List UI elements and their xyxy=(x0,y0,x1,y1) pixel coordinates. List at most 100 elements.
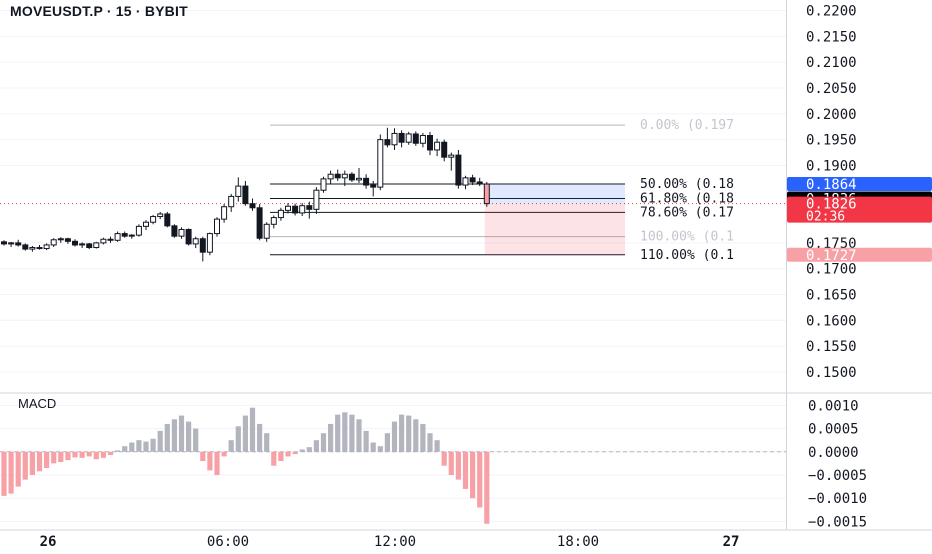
macd-bar xyxy=(399,414,405,452)
candle-body xyxy=(448,154,455,158)
macd-bar xyxy=(484,451,490,524)
macd-bar xyxy=(413,419,419,452)
macd-bar xyxy=(235,426,241,452)
candle-body xyxy=(334,173,341,179)
candle-body xyxy=(57,238,64,241)
macd-bar xyxy=(306,447,312,452)
candle-body xyxy=(299,205,306,214)
macd-bar xyxy=(22,451,28,480)
macd-bar xyxy=(285,451,291,457)
candle-body xyxy=(150,216,157,223)
macd-bar xyxy=(122,446,128,452)
fib-label: 50.00% (0.18 xyxy=(640,177,734,192)
candle-body xyxy=(292,205,299,214)
macd-tick-label: −0.0015 xyxy=(808,514,867,530)
macd-bar xyxy=(370,442,376,452)
candle-body xyxy=(462,177,469,186)
price-tag xyxy=(787,196,932,223)
macd-bar xyxy=(384,433,390,452)
candle-body xyxy=(72,240,78,246)
macd-bar xyxy=(178,415,185,452)
price-tag-label: 0.1727 xyxy=(806,248,857,264)
price-tag-label: 0.1826 xyxy=(806,197,857,213)
price-tick-label: 0.1600 xyxy=(806,313,857,329)
macd-bar xyxy=(58,451,64,462)
candle-body xyxy=(157,213,164,218)
price-tick-label: 0.1550 xyxy=(806,339,857,355)
macd-bar xyxy=(462,451,469,489)
countdown-label: 02:36 xyxy=(806,210,845,225)
candle-body xyxy=(185,228,192,245)
macd-bar xyxy=(79,451,85,458)
candle-body xyxy=(199,238,206,253)
grid xyxy=(0,0,932,531)
macd-bar xyxy=(65,451,71,461)
fib-label: 61.80% (0.18 xyxy=(640,191,734,206)
candle-body xyxy=(36,247,43,250)
macd-bar xyxy=(29,451,35,475)
macd-bar xyxy=(36,451,43,472)
candle-body xyxy=(143,221,149,227)
macd-bar xyxy=(434,440,440,452)
price-tick-label: 0.1900 xyxy=(806,158,857,174)
position-profit-zone xyxy=(484,184,625,204)
macd-bar xyxy=(313,440,319,452)
macd-bar xyxy=(150,438,156,452)
macd-tick-label: 0.0000 xyxy=(808,445,859,461)
macd-bar xyxy=(186,421,192,452)
candle-body xyxy=(370,184,377,188)
macd-bar xyxy=(257,423,263,452)
macd-bar xyxy=(441,451,447,466)
candle-body xyxy=(8,242,15,245)
macd-bar xyxy=(51,451,57,464)
axes: 0.2200 0.2150 0.2100 0.2050 0.2000 0.1950 0.19… xyxy=(40,4,932,550)
candle-body xyxy=(285,205,291,211)
macd-bar xyxy=(292,451,298,455)
candle-body xyxy=(79,243,86,246)
candle-body xyxy=(455,154,462,186)
candle-body xyxy=(320,178,327,191)
candle-body xyxy=(107,238,114,241)
macd-bar xyxy=(328,423,334,452)
macd-bar xyxy=(299,449,305,452)
time-tick-label: 06:00 xyxy=(207,534,249,550)
candle-body xyxy=(427,135,433,151)
candle-body xyxy=(235,185,242,197)
candle-body xyxy=(384,139,391,146)
candle-body xyxy=(483,183,490,205)
macd-bar xyxy=(15,451,21,487)
candle-body xyxy=(391,132,398,146)
candle-body xyxy=(128,234,135,237)
macd-title[interactable]: MACD xyxy=(18,396,57,411)
time-tick-label: 12:00 xyxy=(374,534,416,550)
macd-bar xyxy=(320,433,327,452)
macd-bar xyxy=(86,451,92,457)
macd-bar xyxy=(427,433,433,452)
candle-body xyxy=(277,209,284,219)
candle-body xyxy=(135,225,142,236)
price-tick-label: 0.1500 xyxy=(806,365,857,381)
candle-body xyxy=(164,213,171,227)
candle-body xyxy=(412,133,419,144)
macd-bar xyxy=(8,451,14,494)
chart-title[interactable]: MOVEUSDT.P · 15 · BYBIT xyxy=(10,3,188,19)
macd-bar xyxy=(200,451,206,462)
candle-body xyxy=(356,177,362,181)
macd-bar xyxy=(391,421,398,452)
price-tick-label: 0.1950 xyxy=(806,133,857,149)
candle-body xyxy=(419,135,426,144)
price-tag xyxy=(787,177,932,192)
time-tick-label: 27 xyxy=(723,534,740,550)
macd-histogram xyxy=(1,407,490,524)
short-position-box[interactable] xyxy=(484,184,625,255)
price-tick-label: 0.1700 xyxy=(806,262,857,278)
candle-body xyxy=(256,207,263,239)
price-tick-label: 0.2050 xyxy=(806,81,857,97)
price-tick-label: 0.1650 xyxy=(806,288,857,304)
candle-body xyxy=(306,205,313,210)
candle-body xyxy=(434,141,441,151)
macd-bar xyxy=(157,430,163,452)
